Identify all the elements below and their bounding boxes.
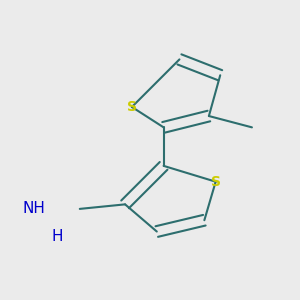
Text: H: H xyxy=(51,229,63,244)
Text: S: S xyxy=(127,100,137,114)
Text: S: S xyxy=(211,175,221,189)
Text: NH: NH xyxy=(23,201,46,216)
